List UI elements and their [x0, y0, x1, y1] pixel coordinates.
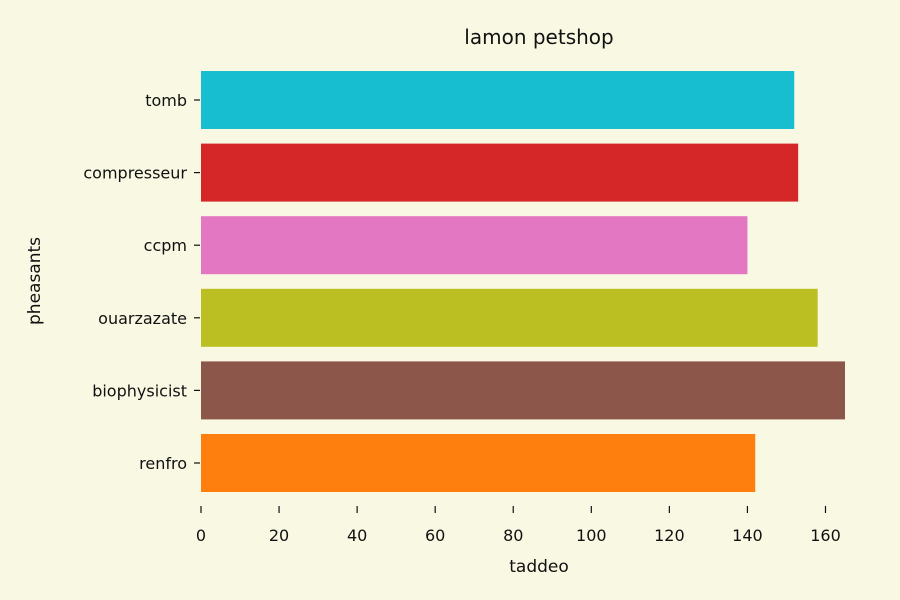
bar-renfro: [201, 434, 756, 492]
y-tick-label: compresseur: [83, 164, 187, 183]
x-tick-label: 120: [654, 526, 685, 545]
chart-title: lamon petshop: [464, 25, 613, 49]
y-tick-label: renfro: [139, 454, 187, 473]
y-tick-label: ccpm: [144, 236, 187, 255]
x-tick-label: 160: [810, 526, 841, 545]
x-axis: 0 20 40 60 80 100 120 140 160: [196, 506, 841, 545]
x-tick-label: 140: [732, 526, 763, 545]
y-axis: tomb compresseur ccpm ouarzazate biophysicis…: [83, 91, 200, 473]
bar-tomb: [201, 71, 795, 129]
x-tick-label: 100: [576, 526, 607, 545]
x-axis-label: taddeo: [509, 557, 569, 577]
x-tick-label: 40: [347, 526, 367, 545]
y-axis-label: pheasants: [25, 237, 45, 325]
bar-ccpm: [201, 216, 748, 275]
y-tick-label: tomb: [145, 91, 187, 110]
x-tick-label: 80: [503, 526, 523, 545]
bar-biophysicist: [201, 361, 845, 420]
bars-group: [201, 71, 845, 492]
x-tick-label: 0: [196, 526, 206, 545]
x-tick-label: 20: [269, 526, 289, 545]
x-tick-label: 60: [425, 526, 445, 545]
y-tick-label: biophysicist: [92, 381, 187, 400]
bar-ouarzazate: [201, 288, 818, 347]
y-tick-label: ouarzazate: [98, 309, 187, 328]
bar-compresseur: [201, 143, 799, 202]
